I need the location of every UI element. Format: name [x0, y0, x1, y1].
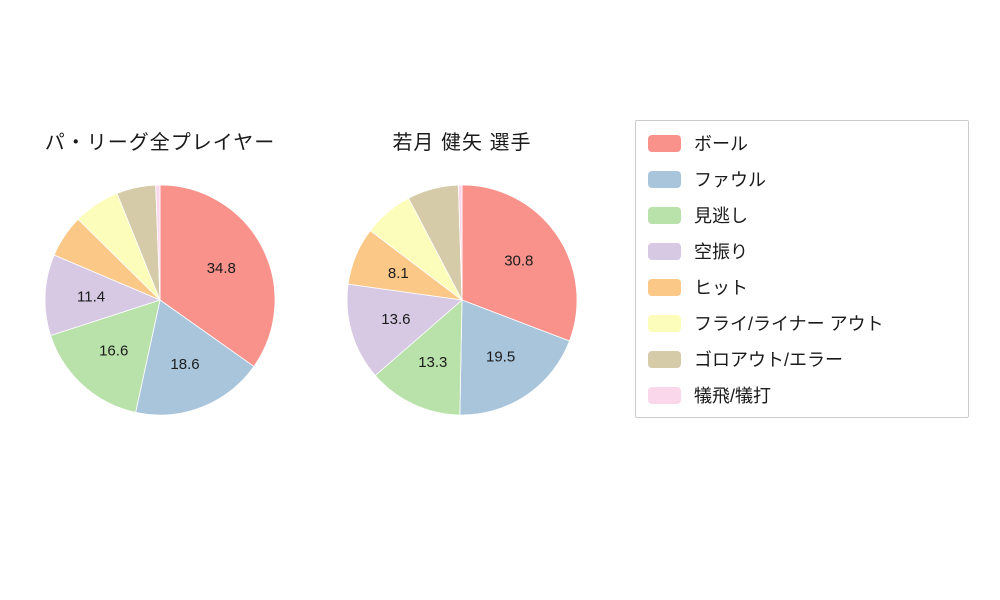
pie-slice-2: [374, 299, 463, 416]
legend-item: 空振り: [636, 233, 968, 269]
pie-slice-value-label: 11.4: [77, 289, 105, 306]
legend-color-swatch: [648, 350, 681, 368]
pie-chart-left: 34.8 18.6 16.6 11.4: [44, 184, 276, 416]
legend-item-label: ファウル: [694, 170, 766, 190]
pie-slice-value-label: 8.1: [388, 265, 409, 282]
left-pie-title: パ・リーグ全プレイヤー: [44, 132, 276, 154]
legend-item-label: ゴロアウト/エラー: [694, 350, 844, 370]
legend-item: フライ/ライナー アウト: [636, 305, 968, 341]
pie-slice-1: [135, 299, 255, 416]
legend-item: ヒット: [636, 269, 968, 305]
pie-slice-value-label: 18.6: [170, 356, 199, 373]
pie-slice-2: [50, 299, 161, 413]
legend-color-swatch: [648, 170, 681, 188]
legend-item-label: ヒット: [694, 278, 748, 298]
pie-slice-value-label: 19.5: [486, 349, 515, 366]
legend-item: 見逃し: [636, 197, 968, 233]
pie-chart-right: 30.8 19.5 13.3 13.6 8.1: [346, 184, 578, 416]
pie-slice-value-label: 34.8: [207, 260, 236, 277]
pie-slice-7: [155, 184, 161, 301]
legend: ボールファウル見逃し空振りヒットフライ/ライナー アウト ゴロアウト/エラー 犠飛/…: [635, 120, 969, 418]
pie-slice-3: [44, 254, 162, 337]
pie-slice-value-label: 13.3: [418, 354, 447, 371]
legend-item-label: ボール: [694, 134, 748, 154]
legend-item-label: 空振り: [694, 242, 748, 262]
pie-slice-value-label: 30.8: [504, 252, 533, 269]
legend-color-swatch: [648, 206, 681, 224]
pie-slice-1: [459, 299, 570, 416]
legend-item: ゴロアウト/エラー: [636, 341, 968, 377]
legend-color-swatch: [648, 134, 681, 152]
pie-slice-3: [346, 283, 463, 377]
legend-item-label: フライ/ライナー アウト: [694, 314, 884, 334]
pie-slice-0: [159, 184, 276, 367]
pie-slice-value-label: 13.6: [381, 311, 410, 328]
legend-color-swatch: [648, 314, 681, 332]
legend-color-swatch: [648, 242, 681, 260]
right-pie-title: 若月 健矢 選手: [392, 132, 532, 154]
legend-item-label: 犠飛/犠打: [694, 386, 772, 406]
pie-slice-0: [461, 184, 578, 342]
legend-item: ファウル: [636, 161, 968, 197]
legend-item: ボール: [636, 125, 968, 161]
legend-color-swatch: [648, 386, 681, 404]
pie-slice-value-label: 16.6: [99, 343, 128, 360]
legend-item: 犠飛/犠打: [636, 377, 968, 413]
legend-color-swatch: [648, 278, 681, 296]
legend-item-label: 見逃し: [694, 206, 748, 226]
pie-slice-7: [457, 184, 463, 301]
